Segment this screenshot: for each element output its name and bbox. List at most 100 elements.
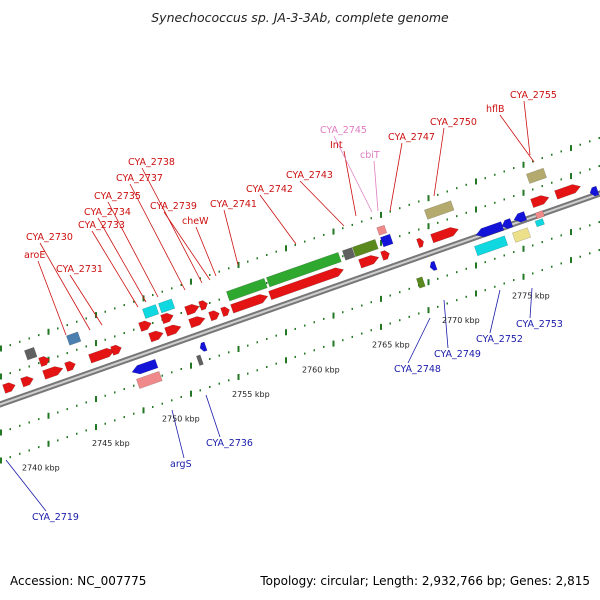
gene-label-reverse: CYA_2753 bbox=[516, 319, 563, 330]
tick-mark bbox=[579, 255, 581, 258]
tick-mark bbox=[598, 137, 600, 140]
gene-arrow bbox=[429, 260, 438, 271]
gene-arrow bbox=[138, 320, 152, 332]
tick-mark bbox=[370, 217, 372, 220]
tick-mark bbox=[513, 251, 515, 254]
tick-mark bbox=[427, 195, 430, 202]
tick-mark bbox=[475, 262, 477, 269]
gene-shape bbox=[131, 358, 159, 375]
gene-label-reverse: CYA_2752 bbox=[476, 334, 523, 345]
tick-mark bbox=[465, 183, 467, 186]
gene-arrow bbox=[136, 370, 163, 389]
gene-label-reverse: argS bbox=[170, 459, 192, 470]
tick-mark bbox=[456, 187, 458, 190]
tick-mark bbox=[380, 211, 382, 218]
tick-mark bbox=[361, 220, 363, 223]
tick-mark bbox=[218, 270, 220, 273]
tick-mark bbox=[294, 355, 296, 358]
tick-mark bbox=[266, 281, 268, 284]
gene-arrow bbox=[424, 200, 455, 220]
gene-label-forward: CYA_2743 bbox=[286, 170, 333, 181]
gene-arrow bbox=[220, 306, 230, 317]
tick-mark bbox=[418, 200, 420, 203]
tick-mark bbox=[266, 365, 268, 368]
gene-arrow bbox=[501, 218, 514, 229]
tick-mark bbox=[76, 320, 78, 323]
tick-mark bbox=[579, 143, 581, 146]
tick-mark bbox=[313, 237, 315, 240]
gene-shape bbox=[230, 294, 269, 314]
tick-mark bbox=[522, 245, 525, 252]
tick-mark bbox=[285, 329, 287, 336]
tick-mark bbox=[389, 322, 391, 325]
gene-shape bbox=[184, 304, 200, 316]
tick-mark bbox=[589, 168, 591, 171]
label-leader bbox=[529, 287, 533, 319]
gene-arrow bbox=[208, 310, 220, 322]
tick-mark bbox=[9, 456, 11, 459]
gene-shape bbox=[430, 227, 459, 244]
tick-mark bbox=[494, 257, 496, 260]
tick-mark bbox=[123, 388, 125, 391]
tick-mark bbox=[237, 345, 240, 352]
tick-mark bbox=[133, 384, 135, 387]
tick-mark bbox=[19, 340, 21, 343]
tick-mark bbox=[275, 250, 277, 253]
tick-mark bbox=[66, 324, 68, 327]
map-title: Synechococcus sp. JA-3-3Ab, complete gen… bbox=[151, 10, 449, 25]
gene-arrow bbox=[158, 298, 176, 314]
label-leader bbox=[163, 211, 211, 281]
gene-arrow bbox=[230, 294, 269, 314]
gene-shape bbox=[164, 324, 182, 337]
scale-label: 2740 kbp bbox=[22, 464, 60, 473]
tick-mark bbox=[47, 412, 50, 419]
gene-arrow bbox=[20, 376, 34, 388]
tick-mark bbox=[408, 287, 410, 290]
tick-mark bbox=[465, 295, 467, 298]
tick-mark bbox=[494, 201, 496, 204]
tick-mark bbox=[532, 244, 534, 247]
gene-arrow bbox=[196, 354, 204, 366]
scale-label: 2750 kbp bbox=[162, 415, 200, 424]
gene-shape bbox=[138, 320, 152, 332]
genes bbox=[2, 167, 600, 394]
gene-shape bbox=[530, 195, 550, 208]
tick-mark bbox=[541, 157, 543, 160]
scale-label: 2755 kbp bbox=[232, 390, 270, 399]
gene-arrow bbox=[88, 348, 115, 364]
gene-arrow bbox=[184, 304, 200, 316]
tick-mark bbox=[133, 300, 135, 303]
gene-shape bbox=[226, 278, 268, 302]
tick-mark bbox=[57, 411, 59, 414]
tick-mark bbox=[85, 401, 87, 404]
gene-arrow bbox=[199, 341, 208, 352]
tick-mark bbox=[551, 153, 553, 156]
tick-mark bbox=[513, 195, 515, 198]
gene-shape bbox=[198, 300, 208, 311]
tick-mark bbox=[446, 274, 448, 277]
gene-shape bbox=[196, 354, 204, 366]
tick-mark bbox=[38, 362, 40, 365]
gene-shape bbox=[513, 211, 528, 223]
tick-mark bbox=[313, 321, 315, 324]
gene-shape bbox=[110, 344, 122, 356]
tick-mark bbox=[47, 328, 50, 335]
gene-shape bbox=[148, 330, 164, 343]
tick-mark bbox=[332, 312, 335, 319]
tick-mark bbox=[190, 390, 192, 397]
tick-mark bbox=[532, 188, 534, 191]
tick-mark bbox=[28, 365, 30, 368]
tick-mark bbox=[19, 368, 21, 371]
gene-shape bbox=[589, 185, 600, 197]
tick-mark bbox=[446, 218, 448, 221]
gene-arrow bbox=[554, 184, 581, 200]
tick-mark bbox=[218, 298, 220, 301]
tick-mark bbox=[503, 170, 505, 173]
scale-label: 2760 kbp bbox=[302, 365, 340, 374]
tick-mark bbox=[389, 210, 391, 213]
tick-mark bbox=[171, 399, 173, 402]
tick-mark bbox=[579, 227, 581, 230]
gene-labels: 2740 kbp 2745 kbp 2750 kbp 2755 kbp 2760 kbp… bbox=[22, 90, 563, 523]
gene-arrow bbox=[164, 324, 182, 337]
gene-label-forward: hflB bbox=[486, 104, 505, 115]
